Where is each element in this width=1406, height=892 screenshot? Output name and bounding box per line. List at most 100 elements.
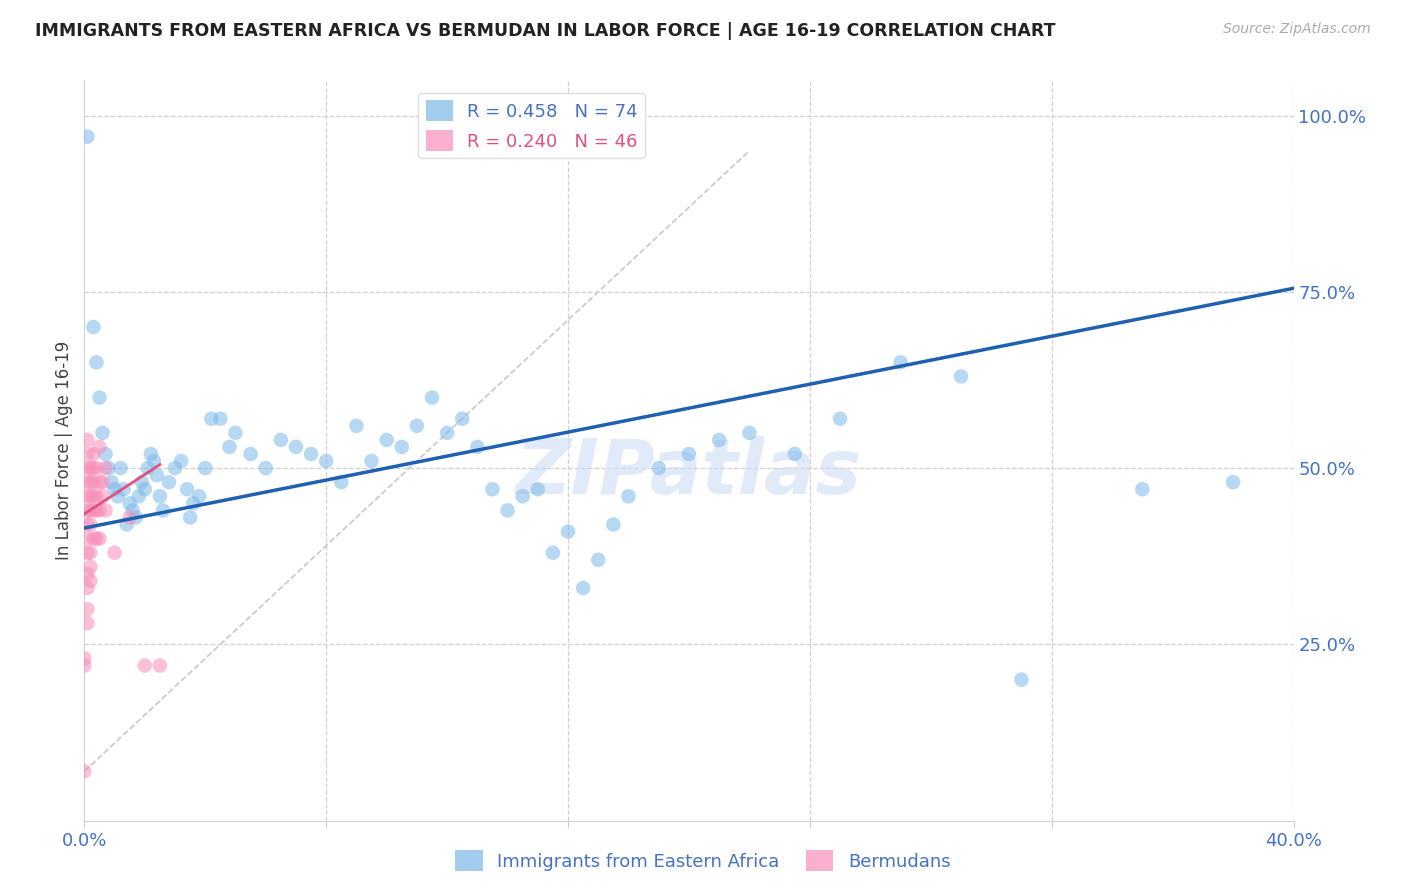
Point	[181, 496, 204, 510]
Point	[131, 475, 153, 490]
Point	[200, 411, 222, 425]
Point	[104, 482, 127, 496]
Point	[890, 355, 912, 369]
Point	[146, 468, 169, 483]
Point	[128, 489, 150, 503]
Point	[86, 355, 108, 369]
Point	[76, 447, 98, 461]
Point	[165, 461, 187, 475]
Point	[142, 454, 165, 468]
Point	[91, 475, 114, 490]
Point	[76, 546, 98, 560]
Point	[79, 461, 101, 475]
Point	[218, 440, 240, 454]
Point	[134, 658, 156, 673]
Point	[176, 482, 198, 496]
Point	[89, 475, 111, 490]
Point	[110, 461, 132, 475]
Point	[136, 461, 159, 475]
Point	[512, 489, 534, 503]
Legend: R = 0.458   N = 74, R = 0.240   N = 46: R = 0.458 N = 74, R = 0.240 N = 46	[419, 93, 645, 158]
Point	[100, 475, 122, 490]
Point	[254, 461, 277, 475]
Point	[420, 391, 443, 405]
Point	[76, 461, 98, 475]
Point	[481, 482, 503, 496]
Text: IMMIGRANTS FROM EASTERN AFRICA VS BERMUDAN IN LABOR FORCE | AGE 16-19 CORRELATIO: IMMIGRANTS FROM EASTERN AFRICA VS BERMUD…	[35, 22, 1056, 40]
Point	[125, 510, 148, 524]
Point	[97, 461, 120, 475]
Point	[107, 489, 129, 503]
Point	[76, 489, 98, 503]
Point	[738, 425, 761, 440]
Point	[527, 482, 550, 496]
Text: Source: ZipAtlas.com: Source: ZipAtlas.com	[1223, 22, 1371, 37]
Point	[76, 503, 98, 517]
Point	[194, 461, 217, 475]
Point	[121, 503, 143, 517]
Point	[152, 503, 174, 517]
Point	[86, 532, 108, 546]
Point	[89, 532, 111, 546]
Point	[79, 503, 101, 517]
Point	[73, 764, 96, 779]
Point	[76, 475, 98, 490]
Point	[709, 433, 731, 447]
Point	[82, 489, 104, 503]
Point	[82, 320, 104, 334]
Point	[94, 447, 117, 461]
Point	[617, 489, 640, 503]
Point	[76, 532, 98, 546]
Point	[557, 524, 579, 539]
Point	[73, 658, 96, 673]
Point	[94, 503, 117, 517]
Point	[79, 546, 101, 560]
Point	[239, 447, 262, 461]
Point	[79, 574, 101, 588]
Point	[79, 489, 101, 503]
Y-axis label: In Labor Force | Age 16-19: In Labor Force | Age 16-19	[55, 341, 73, 560]
Point	[91, 489, 114, 503]
Point	[783, 447, 806, 461]
Point	[1222, 475, 1244, 490]
Point	[299, 447, 322, 461]
Point	[572, 581, 595, 595]
Text: ZIPatlas: ZIPatlas	[516, 435, 862, 509]
Point	[79, 475, 101, 490]
Point	[82, 532, 104, 546]
Point	[285, 440, 308, 454]
Point	[76, 616, 98, 631]
Point	[648, 461, 671, 475]
Point	[391, 440, 413, 454]
Point	[541, 546, 564, 560]
Point	[89, 503, 111, 517]
Point	[225, 425, 247, 440]
Point	[76, 433, 98, 447]
Point	[139, 447, 162, 461]
Point	[134, 482, 156, 496]
Point	[104, 546, 127, 560]
Point	[76, 517, 98, 532]
Point	[94, 461, 117, 475]
Point	[149, 658, 172, 673]
Point	[602, 517, 624, 532]
Point	[170, 454, 193, 468]
Point	[86, 461, 108, 475]
Point	[76, 602, 98, 616]
Point	[406, 418, 429, 433]
Point	[436, 425, 458, 440]
Point	[157, 475, 180, 490]
Point	[76, 581, 98, 595]
Point	[82, 475, 104, 490]
Point	[467, 440, 489, 454]
Point	[91, 425, 114, 440]
Point	[82, 447, 104, 461]
Point	[830, 411, 852, 425]
Point	[82, 461, 104, 475]
Point	[209, 411, 232, 425]
Point	[86, 503, 108, 517]
Legend: Immigrants from Eastern Africa, Bermudans: Immigrants from Eastern Africa, Bermudan…	[449, 843, 957, 879]
Point	[315, 454, 337, 468]
Point	[112, 482, 135, 496]
Point	[76, 566, 98, 581]
